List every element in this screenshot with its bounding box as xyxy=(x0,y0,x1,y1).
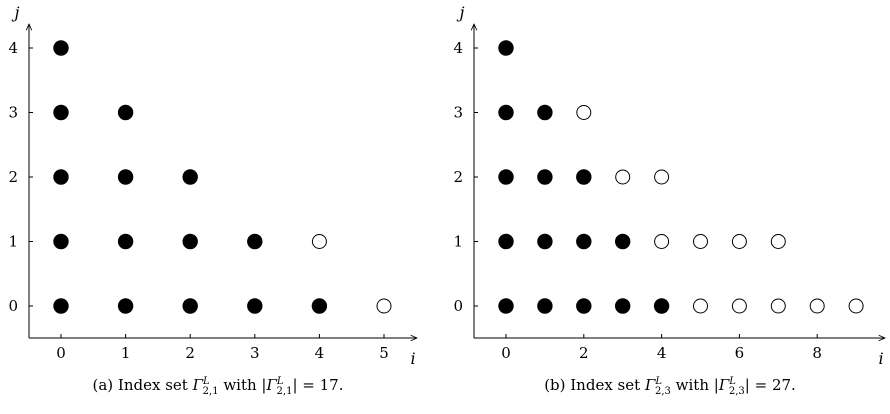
y-tick-label-b: 0 xyxy=(453,297,463,315)
caption-a-set2: Γ xyxy=(266,376,277,394)
filled-point-b xyxy=(498,298,514,314)
filled-point-b xyxy=(498,233,514,250)
filled-point-a xyxy=(117,233,134,250)
caption-a: (a) Index set ΓL2,1 with |ΓL2,1| = 17. xyxy=(8,376,428,397)
y-tick-label-a: 0 xyxy=(8,297,18,315)
caption-a-set: Γ xyxy=(192,376,204,394)
filled-point-a xyxy=(182,233,198,250)
x-tick-label-b: 0 xyxy=(501,344,511,362)
hollow-point-a xyxy=(376,298,392,314)
hollow-point-b xyxy=(693,298,708,314)
hollow-point-b xyxy=(731,234,747,249)
filled-point-b xyxy=(653,298,670,314)
caption-a-mid: with | xyxy=(218,376,267,394)
x-tick-label-a: 0 xyxy=(56,344,66,362)
caption-a-end: | = 17. xyxy=(292,376,344,394)
filled-point-b xyxy=(576,298,592,314)
x-axis-label-b: i xyxy=(878,349,883,368)
x-axis-label-a: i xyxy=(410,349,415,368)
filled-point-a xyxy=(311,298,328,314)
hollow-point-b xyxy=(654,169,670,185)
caption-b-mid: with | xyxy=(670,376,719,394)
y-tick-label-b: 4 xyxy=(453,39,463,57)
hollow-point-b xyxy=(615,169,631,185)
filled-point-b xyxy=(498,104,514,121)
caption-b-label: (b) Index set xyxy=(544,376,645,394)
filled-point-a xyxy=(53,40,69,56)
filled-point-a xyxy=(53,233,69,250)
caption-b-set: Γ xyxy=(644,376,656,394)
filled-point-a xyxy=(53,104,69,121)
x-tick-label-b: 6 xyxy=(735,344,745,362)
filled-point-b xyxy=(537,104,553,121)
hollow-point-b xyxy=(654,234,670,249)
y-tick-label-a: 1 xyxy=(8,233,18,251)
caption-a-sub2: 2,1 xyxy=(276,386,293,397)
y-tick-label-b: 2 xyxy=(453,168,463,186)
caption-b-sup2: L xyxy=(729,376,736,387)
hollow-point-b xyxy=(770,234,786,249)
chart-b: 0 2 4 6 8 0 1 2 3 4 i j xyxy=(453,3,890,368)
y-tick-label-a: 4 xyxy=(8,39,18,57)
hollow-point-b xyxy=(770,298,786,314)
filled-point-b xyxy=(537,233,553,250)
hollow-point-a xyxy=(311,234,327,249)
y-axis-label-b: j xyxy=(457,3,465,22)
x-tick-label-a: 5 xyxy=(379,344,389,362)
caption-b-sub: 2,3 xyxy=(655,386,671,397)
x-tick-label-b: 2 xyxy=(579,344,589,362)
filled-point-a xyxy=(53,169,69,185)
filled-point-a xyxy=(53,298,69,314)
x-tick-label-b: 8 xyxy=(812,344,822,362)
filled-point-a xyxy=(182,169,198,185)
filled-point-a xyxy=(247,298,263,314)
chart-a: 0 1 2 3 4 5 0 1 2 3 4 i j xyxy=(8,3,445,368)
filled-point-a xyxy=(182,298,198,314)
hollow-point-b xyxy=(731,298,747,314)
hollow-point-b xyxy=(576,105,592,120)
filled-point-b xyxy=(498,40,514,56)
caption-b-sup: L xyxy=(655,376,662,387)
x-tick-label-a: 3 xyxy=(250,344,260,362)
filled-point-b xyxy=(576,233,592,250)
hollow-point-b xyxy=(809,298,825,314)
y-tick-label-b: 1 xyxy=(453,233,463,251)
hollow-point-b xyxy=(848,298,864,314)
x-tick-label-a: 1 xyxy=(121,344,131,362)
filled-point-b xyxy=(537,169,553,185)
x-tick-label-a: 4 xyxy=(315,344,325,362)
filled-point-a xyxy=(117,169,134,185)
caption-b-set2: Γ xyxy=(718,376,730,394)
filled-point-a xyxy=(117,104,134,121)
hollow-point-b xyxy=(693,234,708,249)
y-tick-label-a: 3 xyxy=(8,104,18,122)
caption-b-end: | = 27. xyxy=(744,376,796,394)
filled-point-b xyxy=(537,298,553,314)
x-tick-label-a: 2 xyxy=(185,344,195,362)
filled-point-b xyxy=(498,169,514,185)
filled-point-b xyxy=(615,233,631,250)
filled-point-a xyxy=(117,298,134,314)
caption-a-sub: 2,1 xyxy=(202,386,219,397)
y-axis-label-a: j xyxy=(12,3,20,22)
filled-point-b xyxy=(576,169,592,185)
caption-a-sup: L xyxy=(203,376,210,387)
caption-b-sub2: 2,3 xyxy=(728,386,745,397)
caption-a-label: (a) Index set xyxy=(92,376,193,394)
filled-point-a xyxy=(247,233,263,250)
caption-b: (b) Index set ΓL2,3 with |ΓL2,3| = 27. xyxy=(460,376,880,397)
caption-a-sup2: L xyxy=(276,376,284,387)
x-tick-label-b: 4 xyxy=(657,344,667,362)
filled-point-b xyxy=(615,298,631,314)
y-tick-label-a: 2 xyxy=(8,168,18,186)
y-tick-label-b: 3 xyxy=(453,104,463,122)
